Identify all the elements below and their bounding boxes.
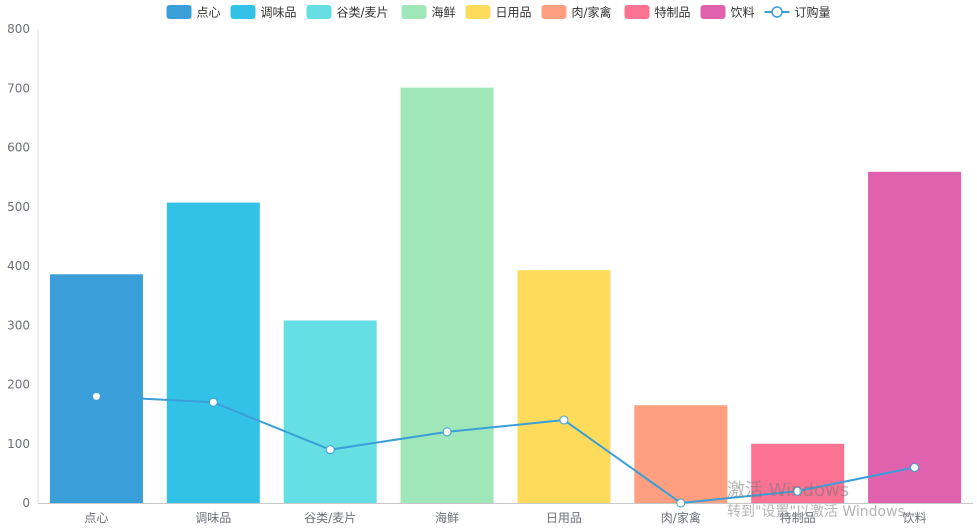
y-tick-label: 300 xyxy=(7,318,30,332)
bar-2[interactable] xyxy=(166,202,260,504)
line-point-5[interactable] xyxy=(559,415,569,425)
x-tick-label: 饮料 xyxy=(903,511,927,525)
bar-3[interactable] xyxy=(283,320,377,503)
legend-swatch-2[interactable] xyxy=(230,5,256,19)
bar-8[interactable] xyxy=(868,171,962,504)
legend-label[interactable]: 订购量 xyxy=(795,5,831,20)
legend-line-marker[interactable] xyxy=(771,6,783,18)
x-tick-label: 肉/家禽 xyxy=(661,510,701,525)
y-tick-label: 100 xyxy=(7,437,30,451)
bar-5[interactable] xyxy=(517,270,611,503)
legend-label[interactable]: 海鲜 xyxy=(432,5,456,20)
line-point-3[interactable] xyxy=(325,445,335,455)
legend-label[interactable]: 日用品 xyxy=(496,6,532,20)
legend-label[interactable]: 肉/家禽 xyxy=(572,5,612,20)
x-tick-label: 调味品 xyxy=(195,511,231,525)
x-tick-label: 点心 xyxy=(84,511,108,525)
legend-label[interactable]: 饮料 xyxy=(731,6,755,20)
legend-label[interactable]: 调味品 xyxy=(261,6,297,20)
legend-swatch-6[interactable] xyxy=(541,5,567,19)
y-tick-label: 400 xyxy=(7,259,30,273)
legend-swatch-1[interactable] xyxy=(166,5,192,19)
bar-4[interactable] xyxy=(400,87,494,503)
line-point-7[interactable] xyxy=(793,486,803,496)
y-tick-label: 500 xyxy=(7,200,30,214)
y-tick-label: 800 xyxy=(7,22,30,36)
legend-swatch-5[interactable] xyxy=(465,5,491,19)
x-tick-label: 日用品 xyxy=(546,511,582,525)
legend-swatch-7[interactable] xyxy=(624,5,650,19)
line-point-1[interactable] xyxy=(91,391,101,401)
line-point-8[interactable] xyxy=(910,462,920,472)
y-tick-label: 0 xyxy=(22,496,30,510)
x-tick-label: 海鲜 xyxy=(435,510,459,525)
legend-label[interactable]: 谷类/麦片 xyxy=(337,6,389,20)
y-tick-label: 600 xyxy=(7,141,30,155)
y-tick-label: 700 xyxy=(7,81,30,95)
legend-swatch-3[interactable] xyxy=(306,5,332,19)
x-tick-label: 谷类/麦片 xyxy=(304,511,356,525)
y-tick-label: 200 xyxy=(7,378,30,392)
line-point-2[interactable] xyxy=(208,397,218,407)
bar-6[interactable] xyxy=(634,405,728,503)
legend-label[interactable]: 点心 xyxy=(197,6,221,20)
line-point-4[interactable] xyxy=(442,427,452,437)
x-tick-label: 特制品 xyxy=(780,510,816,525)
line-series-order-quantity xyxy=(96,395,915,505)
legend-swatch-8[interactable] xyxy=(700,5,726,19)
legend-swatch-4[interactable] xyxy=(401,5,427,19)
bar-1[interactable] xyxy=(49,274,143,503)
legend-label[interactable]: 特制品 xyxy=(655,5,691,20)
line-point-6[interactable] xyxy=(676,498,686,508)
